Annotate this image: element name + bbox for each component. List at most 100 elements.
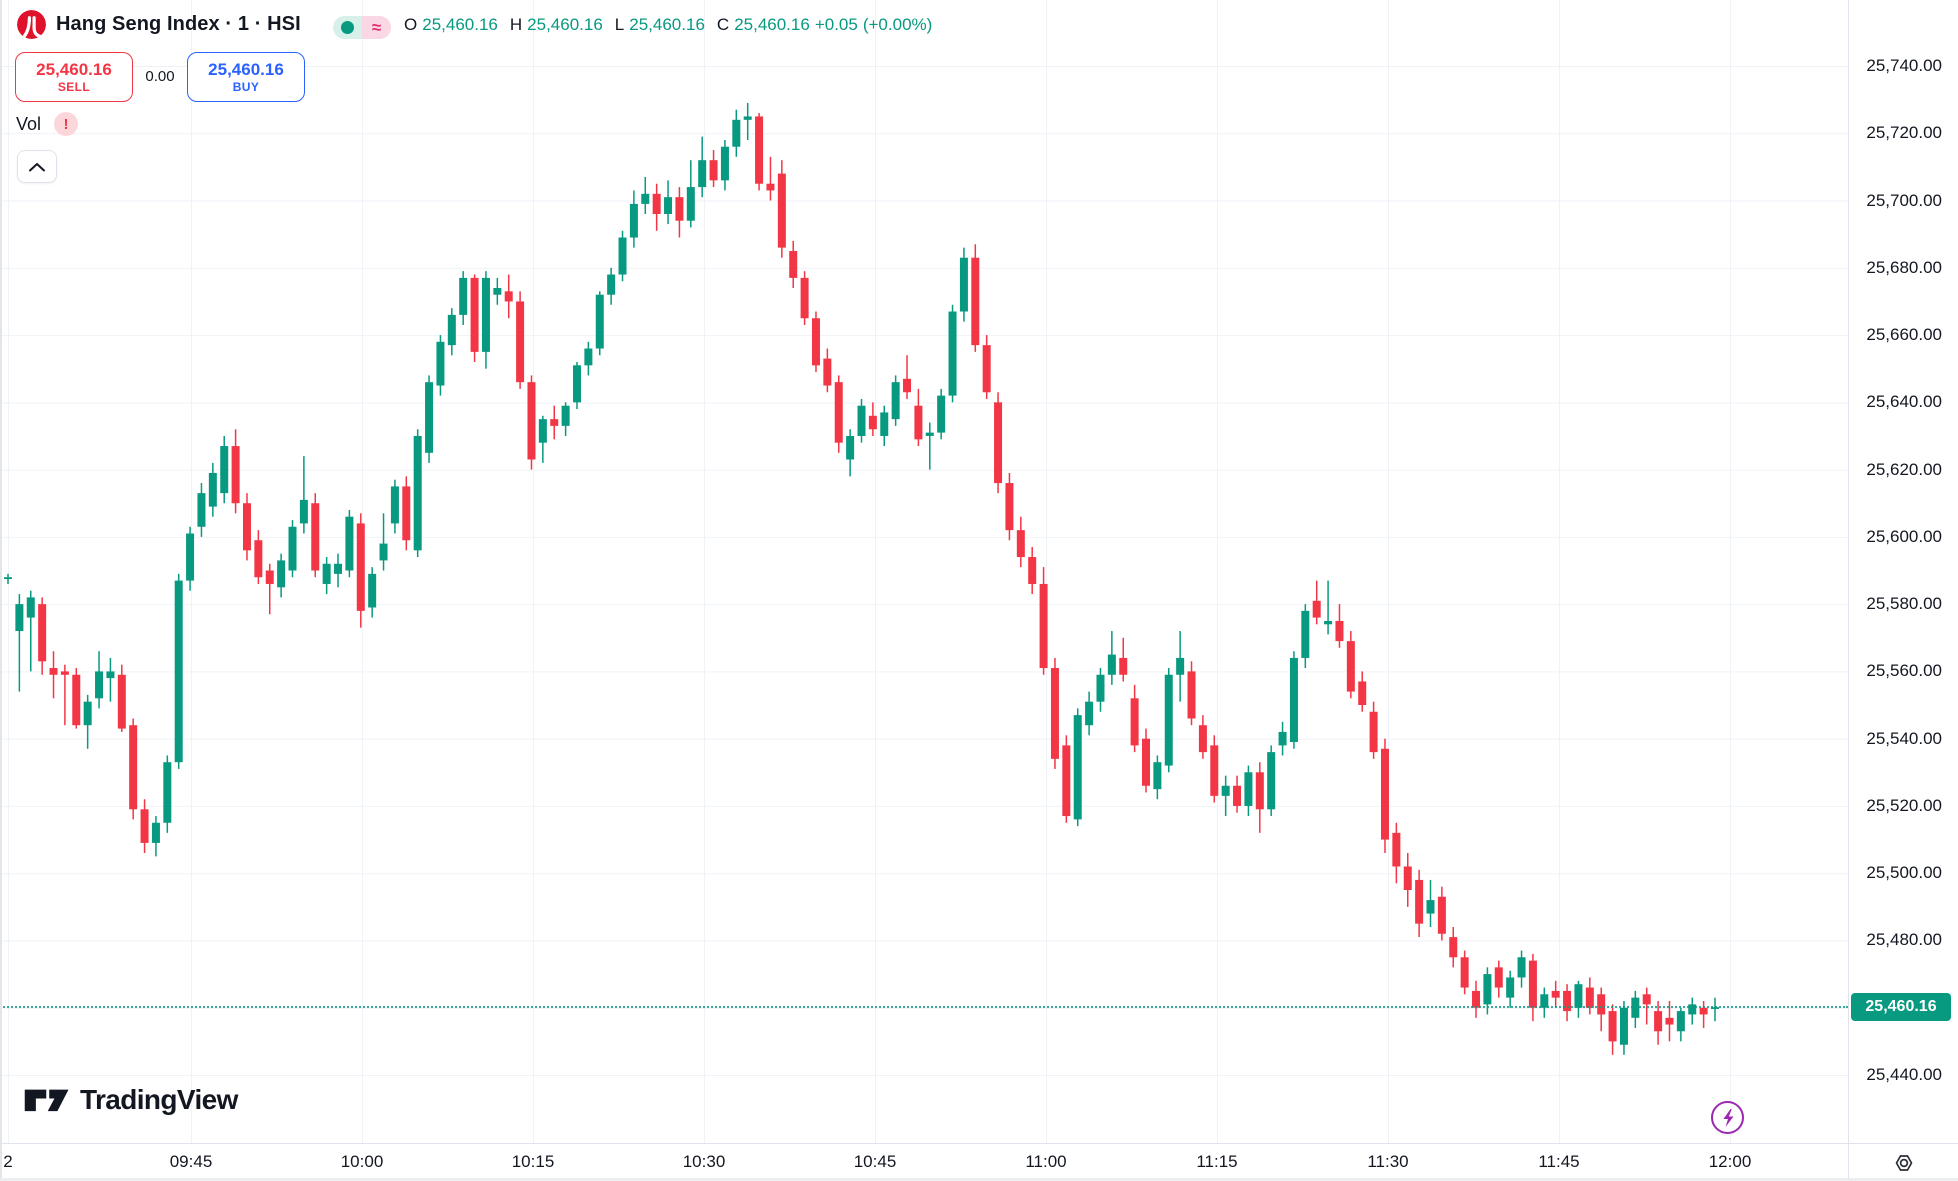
time-axis-label: 10:45: [853, 1152, 897, 1171]
lightning-icon: [1723, 1108, 1733, 1127]
candle-body: [1688, 1004, 1697, 1015]
candle-body: [1483, 974, 1492, 1005]
candle-body: [106, 671, 115, 679]
candle-body: [550, 419, 559, 426]
candle-body: [1176, 657, 1185, 675]
candle-body: [231, 446, 240, 504]
candle-body: [413, 435, 422, 551]
candle-body: [1494, 967, 1503, 988]
candle-body: [937, 395, 946, 433]
buy-label: BUY: [232, 79, 260, 94]
candle-body: [1472, 990, 1481, 1008]
candle-body: [368, 573, 377, 608]
spread-value: 0.00: [145, 68, 175, 85]
candle-body: [925, 432, 934, 436]
volume-warning-icon[interactable]: !: [54, 112, 79, 136]
buy-button[interactable]: 25,460.16 BUY: [187, 52, 305, 102]
candle-body: [1198, 725, 1207, 753]
candle-body: [1574, 984, 1583, 1008]
candle-body: [516, 301, 525, 383]
candle-body: [1244, 772, 1253, 806]
candle-body: [686, 187, 695, 221]
candle-body: [459, 277, 468, 315]
candle-body: [1676, 1011, 1685, 1032]
candle-body: [1085, 701, 1094, 726]
settings-icon[interactable]: [1892, 1151, 1916, 1175]
delayed-data-badge[interactable]: ≈: [362, 16, 391, 39]
symbol-title[interactable]: Hang Seng Index · 1 · HSI: [56, 13, 301, 35]
tradingview-logo[interactable]: TradingView: [24, 1084, 238, 1116]
candle-body: [1062, 745, 1071, 817]
candle-body: [538, 419, 547, 443]
candle-body: [846, 435, 855, 460]
candle-body: [1699, 1007, 1708, 1015]
time-axis[interactable]: 2 09:45 10:00 10:15 10:30 10:45 11:00 11:15 11:3…: [0, 1143, 1848, 1181]
candle-body: [1460, 957, 1469, 988]
window-left-edge: [0, 0, 2, 1181]
candle-body: [800, 277, 809, 319]
high-label: H: [509, 15, 523, 34]
candle-body: [447, 314, 456, 346]
open-value: 25,460.16: [422, 15, 498, 34]
price-axis-label: 25,500.00: [1866, 863, 1942, 883]
time-axis-label: 11:30: [1367, 1152, 1409, 1171]
candle-body: [265, 570, 274, 584]
candle-body: [766, 183, 775, 191]
time-axis-label: 11:15: [1196, 1152, 1238, 1171]
time-axis-label: 11:00: [1025, 1152, 1067, 1171]
candle-body: [641, 193, 650, 204]
candle-body: [186, 533, 195, 581]
symbol-logo-icon: [17, 10, 46, 39]
candle-body: [1619, 1007, 1628, 1045]
candle-body: [1039, 583, 1048, 669]
candle-body: [903, 378, 912, 393]
candle-body: [743, 116, 752, 120]
candle-body: [311, 503, 320, 571]
candle-body: [675, 197, 684, 221]
candle-body: [1597, 994, 1606, 1015]
candle-body: [1540, 994, 1549, 1008]
sell-button[interactable]: 25,460.16 SELL: [15, 52, 133, 102]
price-axis-label: 25,440.00: [1866, 1065, 1942, 1084]
candle-body: [1585, 987, 1594, 1008]
candle-body: [345, 516, 354, 571]
candle-body: [379, 543, 388, 561]
market-open-badge[interactable]: [333, 16, 362, 39]
lightning-button[interactable]: [1711, 1101, 1744, 1134]
candle-body: [1324, 620, 1333, 625]
candle-body: [891, 382, 900, 420]
high-value: 25,460.16: [527, 15, 603, 34]
candle-body: [1517, 957, 1526, 978]
volume-indicator-label[interactable]: Vol: [16, 113, 42, 134]
candle-body: [26, 597, 35, 618]
price-axis[interactable]: 25,440.0025,460.0025,480.0025,500.0025,5…: [1848, 0, 1958, 1143]
candle-body: [208, 472, 217, 507]
chevron-up-icon: [29, 162, 45, 171]
price-axis-label: 25,480.00: [1866, 930, 1942, 950]
time-axis-label: 12:00: [1708, 1152, 1752, 1171]
candle-body: [811, 318, 820, 366]
sell-price: 25,460.16: [36, 59, 112, 79]
candle-body: [140, 809, 149, 843]
candle-body: [1233, 785, 1242, 806]
candle-body: [129, 725, 138, 810]
collapse-pane-button[interactable]: [17, 150, 57, 183]
close-value: 25,460.16: [734, 15, 810, 34]
price-axis-label: 25,540.00: [1866, 728, 1942, 748]
price-axis-label: 25,600.00: [1866, 526, 1942, 546]
candle-body: [732, 119, 741, 147]
candle-body: [1142, 738, 1150, 786]
candle-body: [1187, 671, 1196, 719]
candle-body: [971, 257, 980, 346]
candlestick-chart[interactable]: [0, 0, 1848, 1143]
volume-indicator-row: Vol !: [16, 112, 79, 136]
candle-body: [83, 701, 92, 726]
candle-body: [1426, 900, 1435, 914]
open-label: O: [404, 15, 418, 34]
candle-body: [1301, 610, 1310, 658]
chart-pane[interactable]: Hang Seng Index · 1 · HSI ≈ O 25,460.16 H…: [0, 0, 1848, 1143]
candle-body: [1050, 668, 1059, 759]
candle-body: [402, 486, 411, 541]
market-status-pill[interactable]: ≈: [333, 16, 391, 39]
